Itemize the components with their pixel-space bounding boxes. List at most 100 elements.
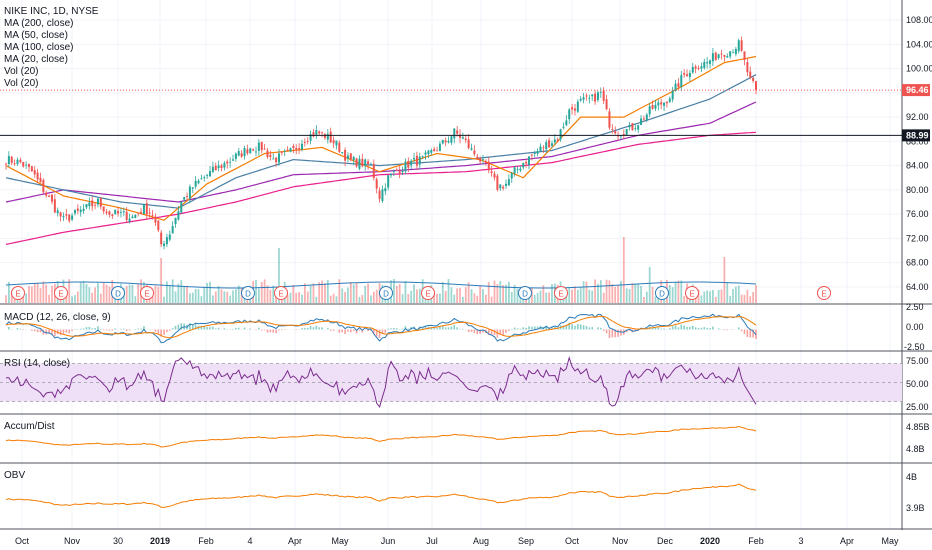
candle-body: [550, 143, 553, 146]
candle: [323, 132, 326, 140]
candle-body: [657, 102, 660, 106]
candle-body: [99, 197, 102, 207]
candle-body: [194, 180, 197, 187]
candle: [467, 134, 470, 150]
candle-body: [254, 151, 258, 153]
obv-line: [5, 483, 757, 509]
candle: [444, 137, 447, 147]
candle: [746, 57, 749, 77]
candle-body: [131, 216, 134, 219]
candle: [504, 179, 508, 189]
volume-bar: [533, 294, 536, 303]
candle: [657, 99, 660, 111]
time-tick-label: Oct: [565, 536, 580, 546]
candle: [548, 137, 551, 148]
macd-histogram-bar: [281, 329, 283, 331]
candle-body: [413, 158, 416, 160]
candle: [88, 197, 91, 210]
candle: [734, 46, 737, 57]
candle: [295, 144, 298, 155]
candle: [441, 139, 444, 145]
marker-circle: [685, 286, 699, 300]
indicator-label-vol-2: Vol (20): [4, 78, 38, 89]
candle-body: [473, 150, 476, 155]
candle: [706, 57, 709, 69]
candle-body: [16, 159, 19, 165]
volume-bar: [499, 280, 502, 303]
volume-bar: [168, 285, 171, 303]
candle: [565, 115, 568, 127]
candle: [637, 124, 640, 133]
candle: [720, 49, 723, 60]
volume-bar: [749, 296, 752, 303]
candle: [160, 230, 163, 248]
volume-bar: [737, 285, 740, 303]
candle-body: [33, 170, 36, 175]
candle-body: [315, 129, 318, 135]
macd-histogram-bar: [740, 329, 743, 332]
macd-histogram-bar: [602, 329, 605, 331]
candle: [591, 94, 594, 101]
indicator-label-ma20: MA (20, close): [4, 54, 68, 65]
candle: [493, 171, 496, 181]
symbol-label: NIKE INC, 1D, NYSE: [4, 6, 99, 17]
volume-bar: [189, 293, 191, 303]
volume-bar: [444, 290, 447, 303]
volume-bar: [594, 279, 596, 303]
price-tick-label: 84.00: [906, 161, 929, 171]
volume-bar: [191, 292, 194, 303]
candle-body: [542, 147, 545, 149]
macd-histogram-bar: [85, 327, 88, 330]
macd-histogram-bar: [611, 329, 614, 338]
candle-body: [651, 105, 654, 109]
candle: [433, 146, 436, 152]
candle-body: [714, 52, 717, 60]
volume-bar: [694, 295, 697, 303]
volume-bar: [375, 289, 378, 303]
volume-bar: [370, 295, 372, 303]
candle-body: [346, 155, 349, 159]
volume-bar: [407, 294, 410, 303]
macd-histogram-bar: [278, 329, 280, 331]
candle: [516, 166, 519, 174]
volume-bar: [439, 293, 441, 303]
time-tick-label: Aug: [473, 536, 489, 546]
macd-histogram-bar: [125, 329, 128, 332]
candle-body: [493, 173, 496, 178]
volume-bar: [303, 283, 306, 303]
candle-body: [507, 179, 510, 186]
volume-bar: [48, 294, 50, 303]
volume-bar: [453, 294, 456, 303]
volume-bar: [137, 284, 140, 303]
macd-histogram-bar: [430, 327, 433, 330]
candle: [332, 136, 335, 148]
candle-body: [79, 209, 82, 213]
volume-bar: [94, 287, 96, 303]
candle-body: [280, 152, 283, 153]
candle-body: [444, 140, 447, 143]
volume-bar: [295, 293, 298, 303]
macd-histogram-bar: [65, 329, 68, 333]
volume-bar: [723, 257, 726, 303]
candle: [596, 90, 599, 103]
macd-histogram-bar: [332, 329, 335, 331]
candle-body: [390, 173, 393, 176]
candle: [585, 93, 588, 101]
candle: [283, 148, 286, 157]
candle: [579, 96, 582, 102]
volume-bar: [289, 292, 292, 303]
candle-body: [197, 180, 200, 184]
candle-body: [111, 214, 114, 217]
price-tick-label: 100.00: [906, 64, 932, 74]
candle-body: [694, 66, 697, 69]
candle: [654, 99, 657, 112]
candle: [415, 151, 418, 171]
candle: [7, 151, 10, 168]
candle-body: [479, 157, 482, 162]
dividend-marker: D: [655, 286, 669, 300]
candle: [588, 94, 591, 104]
macd-histogram-bar: [418, 326, 421, 330]
volume-bar: [223, 291, 226, 303]
volume-bar: [321, 280, 323, 303]
